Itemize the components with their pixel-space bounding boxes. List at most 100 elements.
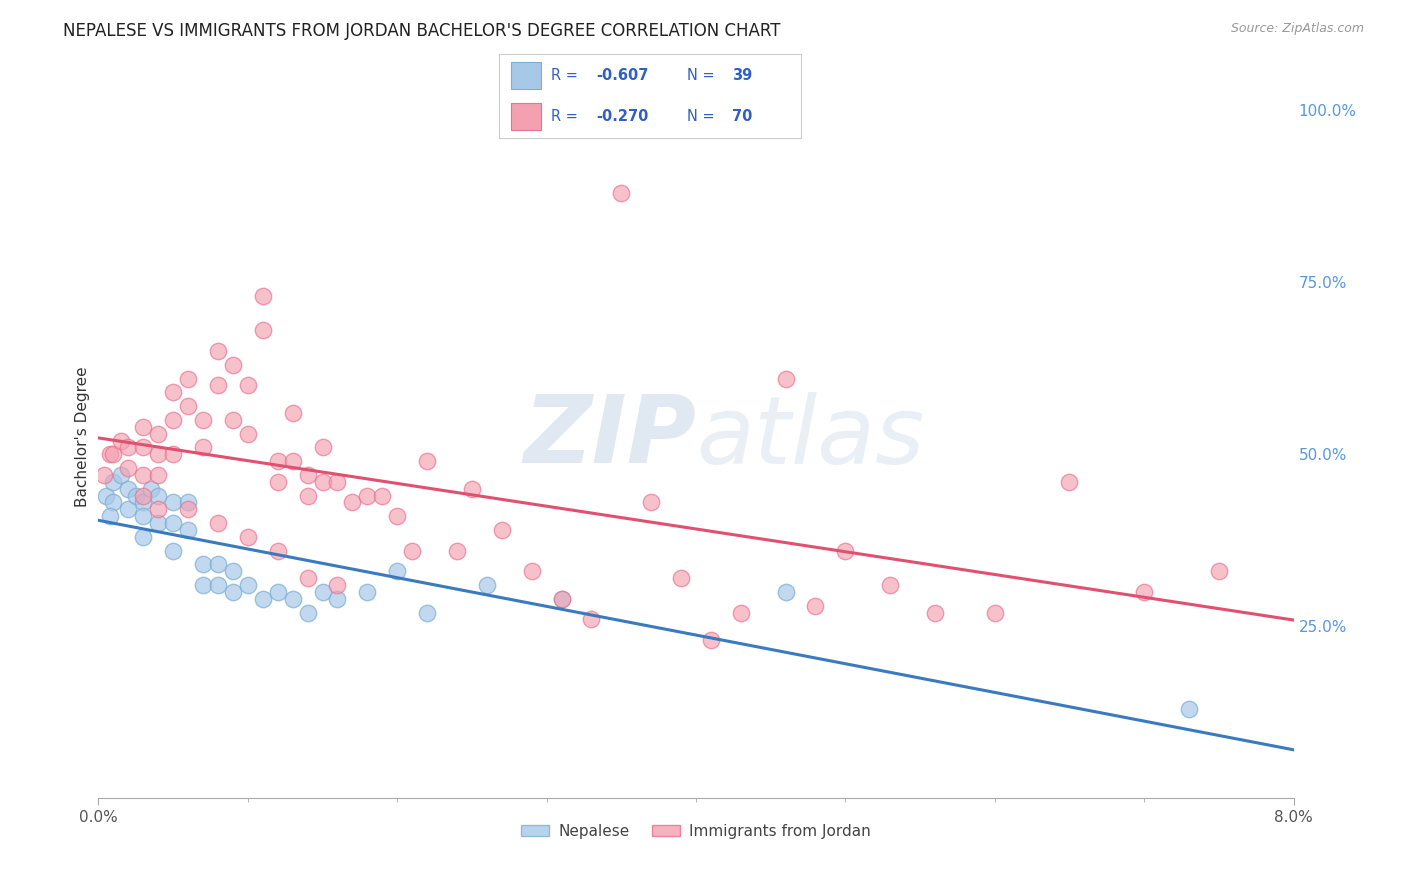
Text: 39: 39 xyxy=(733,68,752,83)
Text: ZIP: ZIP xyxy=(523,391,696,483)
Point xyxy=(98,447,122,461)
Point xyxy=(191,441,214,455)
Point xyxy=(297,467,319,482)
Point xyxy=(103,447,125,461)
Point xyxy=(148,516,170,530)
FancyBboxPatch shape xyxy=(512,103,541,130)
Point xyxy=(610,186,633,200)
Point xyxy=(191,558,214,572)
Point xyxy=(132,419,155,434)
Point xyxy=(207,378,229,392)
Point xyxy=(416,454,439,468)
Point xyxy=(148,467,170,482)
Point xyxy=(132,467,155,482)
Y-axis label: Bachelor's Degree: Bachelor's Degree xyxy=(75,367,90,508)
Point xyxy=(252,289,274,303)
Point xyxy=(356,489,378,503)
Point xyxy=(326,591,349,606)
Point xyxy=(297,606,319,620)
Point xyxy=(132,495,155,509)
Point xyxy=(297,489,319,503)
Point xyxy=(191,578,214,592)
Point xyxy=(385,564,409,578)
Point xyxy=(385,509,409,524)
Point xyxy=(775,585,797,599)
Point xyxy=(267,475,290,489)
Point xyxy=(162,495,184,509)
Point xyxy=(148,426,170,441)
Point xyxy=(191,413,214,427)
Point xyxy=(311,441,333,455)
Point xyxy=(550,591,572,606)
Point xyxy=(924,606,946,620)
Point xyxy=(461,482,484,496)
Point xyxy=(117,461,139,475)
Point xyxy=(446,543,468,558)
Text: -0.607: -0.607 xyxy=(596,68,648,83)
Point xyxy=(132,509,155,524)
Point xyxy=(775,371,797,385)
Point xyxy=(236,426,259,441)
Point xyxy=(1178,702,1201,716)
Point xyxy=(222,585,245,599)
Point xyxy=(267,543,290,558)
Point xyxy=(162,516,184,530)
Point xyxy=(236,530,259,544)
Point xyxy=(117,502,139,516)
Point xyxy=(252,323,274,337)
Point xyxy=(267,454,290,468)
Point xyxy=(132,530,155,544)
Point xyxy=(103,475,125,489)
Point xyxy=(132,489,155,503)
Point xyxy=(207,578,229,592)
Point xyxy=(148,489,170,503)
Text: R =: R = xyxy=(551,109,582,124)
Point xyxy=(879,578,901,592)
Point xyxy=(669,571,692,585)
Point xyxy=(416,606,439,620)
Point xyxy=(110,467,132,482)
Point xyxy=(401,543,423,558)
Point xyxy=(177,502,200,516)
Text: -0.270: -0.270 xyxy=(596,109,648,124)
Text: N =: N = xyxy=(686,109,718,124)
Point xyxy=(207,516,229,530)
Point xyxy=(1133,585,1156,599)
Point xyxy=(177,523,200,537)
Text: atlas: atlas xyxy=(696,392,924,483)
Point xyxy=(252,591,274,606)
Legend: Nepalese, Immigrants from Jordan: Nepalese, Immigrants from Jordan xyxy=(515,818,877,845)
Point xyxy=(117,482,139,496)
Point xyxy=(110,434,132,448)
Point xyxy=(103,495,125,509)
Point xyxy=(177,371,200,385)
Point xyxy=(162,413,184,427)
Point xyxy=(222,413,245,427)
Point xyxy=(139,482,162,496)
Point xyxy=(98,509,122,524)
Point xyxy=(700,633,723,648)
Point xyxy=(804,599,827,613)
Point xyxy=(311,585,333,599)
Point xyxy=(222,358,245,372)
Point xyxy=(1059,475,1081,489)
Point xyxy=(640,495,662,509)
Point xyxy=(730,606,752,620)
FancyBboxPatch shape xyxy=(512,62,541,89)
Text: R =: R = xyxy=(551,68,582,83)
Point xyxy=(207,558,229,572)
Point xyxy=(984,606,1007,620)
Point xyxy=(94,489,117,503)
Text: N =: N = xyxy=(686,68,718,83)
Point xyxy=(581,612,603,626)
Point xyxy=(177,399,200,413)
Point xyxy=(356,585,378,599)
Point xyxy=(236,578,259,592)
Point xyxy=(281,591,304,606)
Point xyxy=(267,585,290,599)
Point xyxy=(326,578,349,592)
Point xyxy=(117,441,139,455)
Point xyxy=(162,543,184,558)
Text: Source: ZipAtlas.com: Source: ZipAtlas.com xyxy=(1230,22,1364,36)
Point xyxy=(236,378,259,392)
